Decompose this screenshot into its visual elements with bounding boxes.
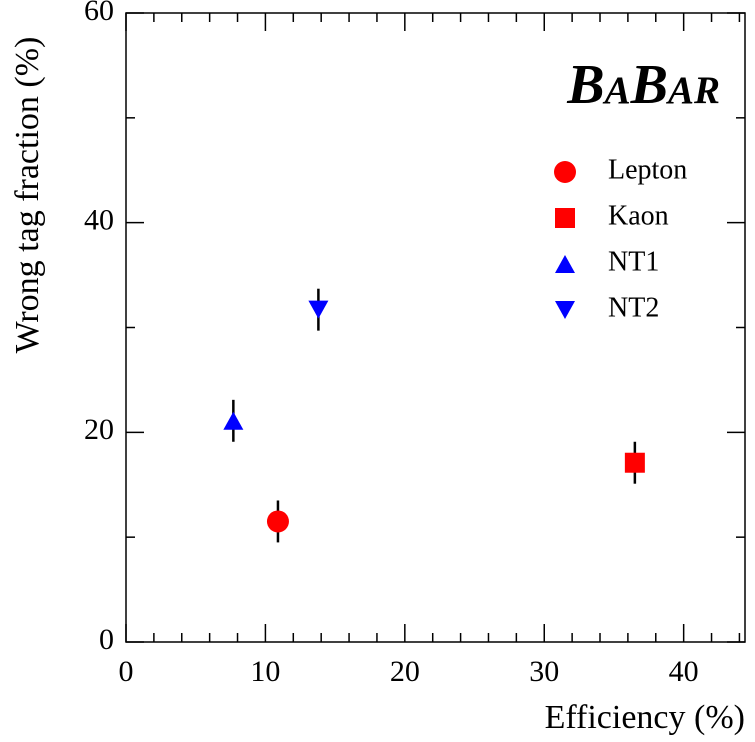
y-tick-label: 20 <box>84 413 114 446</box>
legend-marker <box>555 301 575 319</box>
marker <box>223 411 244 430</box>
legend-marker <box>554 161 576 183</box>
legend-marker <box>555 208 575 228</box>
marker <box>308 300 329 319</box>
x-axis-title: Efficiency (%) <box>545 699 745 736</box>
x-tick-label: 20 <box>390 655 420 688</box>
legend-label: Kaon <box>608 200 669 231</box>
x-tick-label: 0 <box>119 655 134 688</box>
y-tick-label: 60 <box>84 0 114 27</box>
marker <box>266 510 289 533</box>
legend-label: Lepton <box>608 154 687 185</box>
legend-marker <box>555 255 575 273</box>
legend-label: NT1 <box>608 246 659 277</box>
y-tick-label: 0 <box>99 623 114 656</box>
y-axis-title: Wrong tag fraction (%) <box>9 37 46 354</box>
marker <box>624 452 645 473</box>
x-tick-label: 30 <box>529 655 559 688</box>
legend-label: NT2 <box>608 292 659 323</box>
x-tick-label: 40 <box>669 655 699 688</box>
x-tick-label: 10 <box>250 655 280 688</box>
y-tick-label: 40 <box>84 204 114 237</box>
logo: BaBar <box>566 54 720 116</box>
